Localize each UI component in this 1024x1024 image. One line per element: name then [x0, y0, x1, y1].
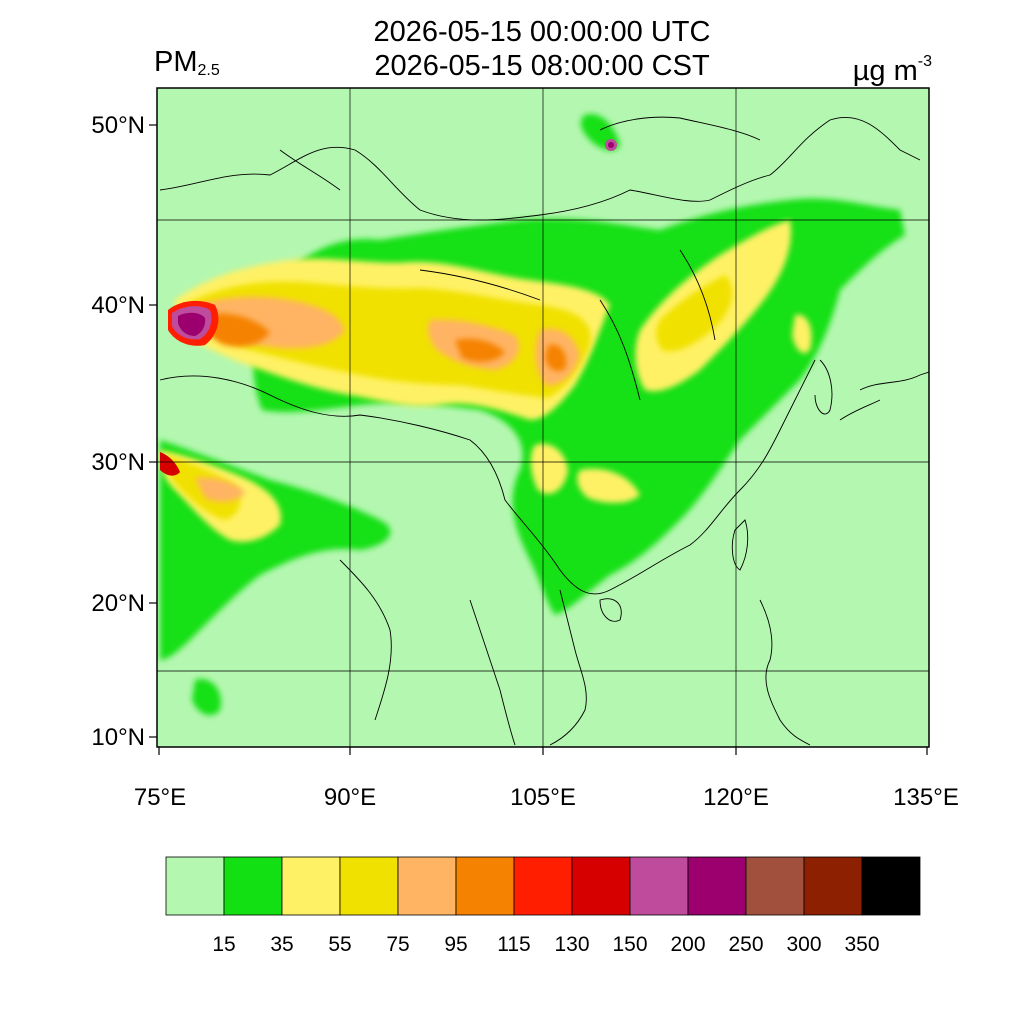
- colorbar-swatch: [455, 856, 515, 916]
- colorbar-label: 200: [670, 933, 705, 956]
- colorbar-swatch: [803, 856, 863, 916]
- lat-label-10n: 10°N: [91, 724, 145, 751]
- colorbar-swatch: [745, 856, 805, 916]
- title-utc: 2026-05-15 00:00:00 UTC: [373, 16, 711, 48]
- lon-tick-marks: [158, 747, 928, 755]
- pm25-map[interactable]: [157, 88, 929, 760]
- lon-label-90e: 90°E: [324, 784, 376, 811]
- graticule-lines: [157, 88, 929, 747]
- colorbar-label: 250: [728, 933, 763, 956]
- colorbar-label: 115: [497, 933, 530, 956]
- colorbar-swatch: [513, 856, 573, 916]
- colorbar-label: 300: [786, 933, 821, 956]
- colorbar-label: 15: [212, 933, 235, 956]
- lon-label-120e: 120°E: [703, 784, 769, 811]
- colorbar-swatch: [281, 856, 341, 916]
- colorbar-swatch: [397, 856, 457, 916]
- colorbar-swatch: [571, 856, 631, 916]
- lat-label-30n: 30°N: [91, 449, 145, 476]
- lat-label-40n: 40°N: [91, 292, 145, 319]
- lon-label-75e: 75°E: [134, 784, 186, 811]
- borders-coastlines: [159, 116, 929, 746]
- variable-subscript: 2.5: [197, 62, 220, 79]
- variable-label: PM2.5: [154, 46, 220, 87]
- lat-label-50n: 50°N: [91, 112, 145, 139]
- colorbar: [165, 856, 921, 916]
- colorbar-swatch: [861, 856, 921, 916]
- colorbar-label: 130: [554, 933, 589, 956]
- lat-tick-marks: [149, 124, 157, 738]
- colorbar-swatch: [629, 856, 689, 916]
- lon-label-135e: 135°E: [893, 784, 959, 811]
- colorbar-swatch: [339, 856, 399, 916]
- lon-label-105e: 105°E: [510, 784, 576, 811]
- variable-name: PM: [154, 46, 198, 78]
- colorbar-label: 55: [328, 933, 351, 956]
- pm25-hotspots: [160, 139, 617, 476]
- unit-base: µg m: [852, 55, 918, 87]
- colorbar-swatch: [223, 856, 283, 916]
- pm25-field-95-115: [204, 313, 567, 372]
- colorbar-label: 350: [844, 933, 879, 956]
- colorbar-labels: 15 35 55 75 95 115 130 150 200 250 300 350: [212, 933, 879, 956]
- unit-label: µg m-3: [853, 46, 932, 87]
- colorbar-swatch: [687, 856, 747, 916]
- colorbar-label: 150: [612, 933, 647, 956]
- colorbar-label: 75: [386, 933, 409, 956]
- colorbar-swatch: [165, 856, 225, 916]
- colorbar-label: 35: [270, 933, 293, 956]
- lat-label-20n: 20°N: [91, 590, 145, 617]
- title-cst: 2026-05-15 08:00:00 CST: [374, 50, 710, 82]
- unit-exponent: -3: [917, 53, 932, 70]
- colorbar-label: 95: [444, 933, 467, 956]
